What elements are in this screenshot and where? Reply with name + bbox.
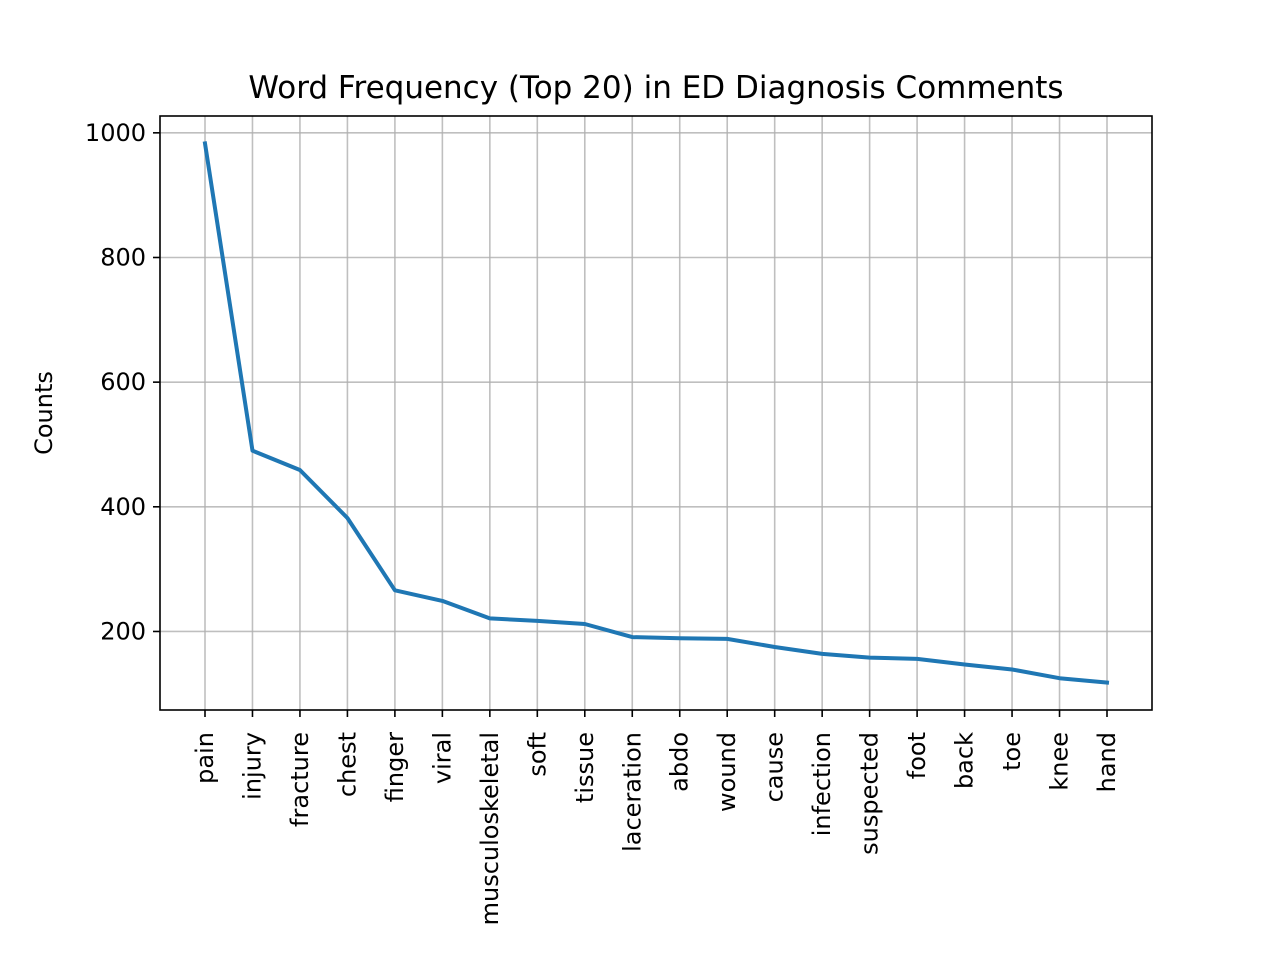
x-tick-label-musculoskeletal: musculoskeletal	[476, 732, 504, 925]
y-axis-label: Counts	[30, 371, 58, 455]
x-tick-label-suspected: suspected	[856, 732, 884, 855]
x-tick-label-hand: hand	[1093, 732, 1121, 792]
x-tick-label-pain: pain	[191, 732, 219, 784]
chart-title: Word Frequency (Top 20) in ED Diagnosis …	[248, 70, 1063, 106]
x-tick-label-knee: knee	[1046, 732, 1074, 791]
series-layer	[202, 141, 1110, 685]
y-axis: 200 400 600 800 1000	[85, 119, 160, 645]
x-tick-label-viral: viral	[428, 732, 456, 784]
y-tick-label: 200	[100, 617, 146, 645]
y-tick-label: 1000	[85, 119, 146, 147]
x-tick-label-wound: wound	[713, 732, 741, 812]
x-tick-label-chest: chest	[333, 732, 361, 797]
y-tick-label: 800	[100, 243, 146, 271]
x-tick-label-finger: finger	[381, 732, 409, 802]
grid-layer	[160, 116, 1152, 710]
x-tick-label-tissue: tissue	[571, 732, 599, 803]
y-tick-label: 600	[100, 368, 146, 396]
plot-frame	[159, 115, 1153, 711]
x-tick-label-foot: foot	[903, 732, 931, 779]
x-tick-label-back: back	[951, 732, 979, 789]
y-tick-label: 400	[100, 493, 146, 521]
x-tick-label-injury: injury	[238, 732, 266, 800]
x-tick-label-toe: toe	[998, 732, 1026, 771]
x-tick-label-fracture: fracture	[286, 732, 314, 827]
series-line	[202, 141, 1110, 685]
x-tick-label-soft: soft	[523, 732, 551, 777]
x-tick-label-abdo: abdo	[666, 732, 694, 792]
x-tick-label-infection: infection	[808, 732, 836, 836]
x-tick-label-cause: cause	[761, 732, 789, 802]
x-axis: pain injury fracture chest finger viral muscul…	[191, 710, 1121, 925]
x-tick-label-laceration: laceration	[618, 732, 646, 852]
